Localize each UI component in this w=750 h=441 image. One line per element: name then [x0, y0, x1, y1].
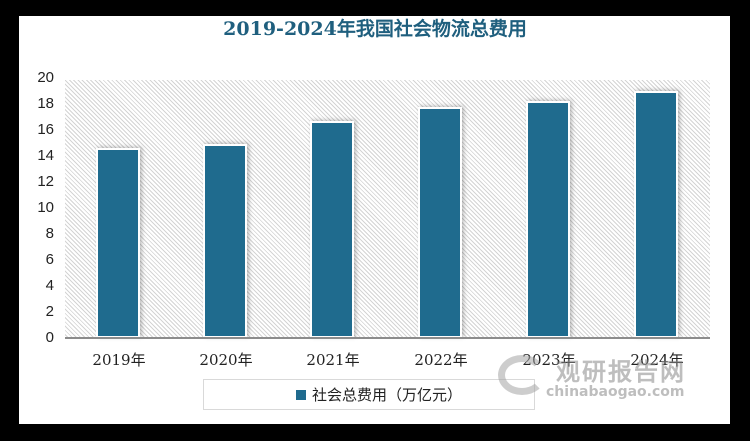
watermark-logo-icon	[498, 355, 546, 395]
y-tick: 20	[37, 69, 54, 86]
y-tick: 10	[37, 199, 54, 216]
plot-area	[65, 80, 710, 338]
legend-swatch-icon	[295, 389, 306, 400]
y-tick: 2	[45, 303, 54, 320]
y-tick: 8	[45, 225, 54, 242]
watermark-cn: 观研报告网	[556, 358, 686, 386]
bar	[418, 106, 462, 338]
y-tick: 12	[37, 173, 54, 190]
y-tick: 0	[45, 329, 54, 346]
y-tick: 16	[37, 121, 54, 138]
y-tick: 14	[37, 147, 54, 164]
legend-label: 社会总费用（万亿元）	[311, 386, 462, 404]
y-tick: 6	[45, 251, 54, 268]
x-tick-label: 2024年	[630, 351, 684, 369]
bar	[634, 91, 678, 338]
x-tick-label: 2021年	[306, 351, 360, 369]
y-tick: 4	[45, 277, 54, 294]
watermark-en: chinabaogao.com	[546, 384, 685, 400]
bar	[203, 144, 247, 338]
x-axis-line	[65, 337, 710, 339]
bar	[526, 101, 570, 338]
x-tick-label: 2019年	[92, 351, 146, 369]
y-tick: 18	[37, 95, 54, 112]
chart-title: 2019-2024年我国社会物流总费用	[223, 18, 527, 40]
bar	[310, 120, 354, 338]
x-tick-label: 2022年	[414, 351, 468, 369]
legend: 社会总费用（万亿元）	[203, 379, 535, 410]
bar	[96, 148, 140, 338]
x-tick-label: 2020年	[199, 351, 253, 369]
watermark: 观研报告网 chinabaogao.com	[498, 350, 728, 410]
